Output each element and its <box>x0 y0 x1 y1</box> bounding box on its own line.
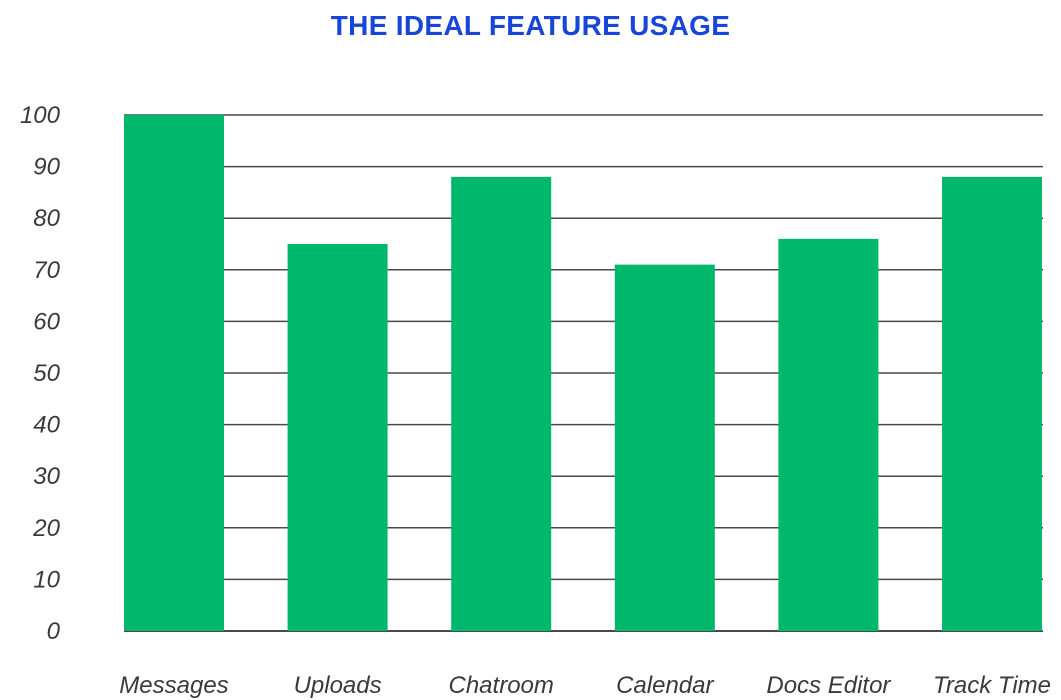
y-tick-label: 20 <box>32 515 60 542</box>
y-tick-label: 90 <box>33 154 60 181</box>
x-tick-label: Uploads <box>294 672 382 699</box>
x-tick-label: Track Time <box>933 672 1051 699</box>
x-tick-label: Docs Editor <box>766 672 891 699</box>
gridlines <box>124 114 1043 632</box>
y-tick-label: 80 <box>33 205 60 232</box>
y-axis-ticks: 0 10 20 30 40 50 60 70 80 90 100 <box>20 102 61 645</box>
bar-chatroom <box>451 176 552 632</box>
bar-track-time <box>942 176 1042 632</box>
bar-calendar <box>614 264 715 631</box>
x-tick-label: Messages <box>119 672 228 699</box>
y-tick-label: 70 <box>33 257 60 284</box>
y-tick-label: 10 <box>33 566 60 593</box>
y-tick-label: 30 <box>33 463 60 490</box>
bar-docs-editor <box>778 238 879 631</box>
y-tick-label: 40 <box>33 412 60 439</box>
x-tick-label: Chatroom <box>449 672 554 699</box>
y-tick-label: 0 <box>47 618 61 645</box>
bar-uploads <box>287 244 388 631</box>
x-axis-ticks: Messages Uploads Chatroom Calendar Docs Edit… <box>119 672 1051 699</box>
bars <box>124 115 1042 632</box>
x-tick-label: Calendar <box>616 672 714 699</box>
bar-messages <box>124 115 224 631</box>
y-tick-label: 100 <box>20 102 61 129</box>
y-tick-label: 50 <box>33 360 60 387</box>
chart-title: THE IDEAL FEATURE USAGE <box>330 10 731 41</box>
y-tick-label: 60 <box>33 308 60 335</box>
